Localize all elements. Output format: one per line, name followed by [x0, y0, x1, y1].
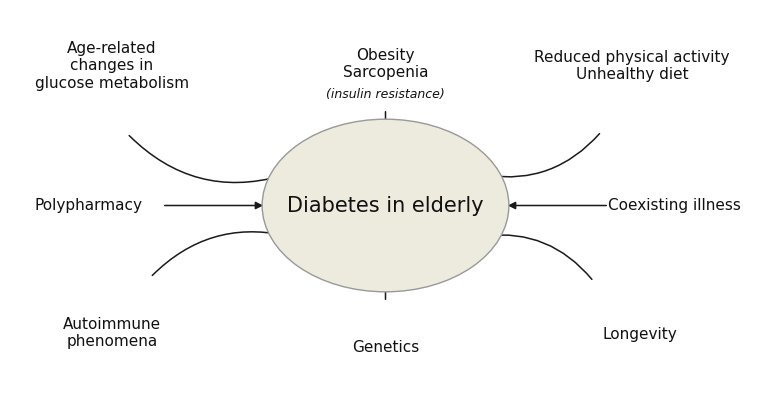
Text: Age-related
changes in
glucose metabolism: Age-related changes in glucose metabolis…: [35, 41, 189, 91]
Ellipse shape: [262, 119, 509, 292]
Text: Coexisting illness: Coexisting illness: [608, 198, 741, 213]
Text: (insulin resistance): (insulin resistance): [326, 88, 445, 101]
Text: Reduced physical activity
Unhealthy diet: Reduced physical activity Unhealthy diet: [534, 50, 730, 82]
Text: Autoimmune
phenomena: Autoimmune phenomena: [62, 317, 161, 349]
Text: Diabetes in elderly: Diabetes in elderly: [287, 196, 484, 215]
Text: Genetics: Genetics: [352, 340, 419, 355]
Text: Obesity
Sarcopenia: Obesity Sarcopenia: [343, 48, 428, 80]
Text: Polypharmacy: Polypharmacy: [35, 198, 143, 213]
Text: Longevity: Longevity: [603, 328, 677, 342]
